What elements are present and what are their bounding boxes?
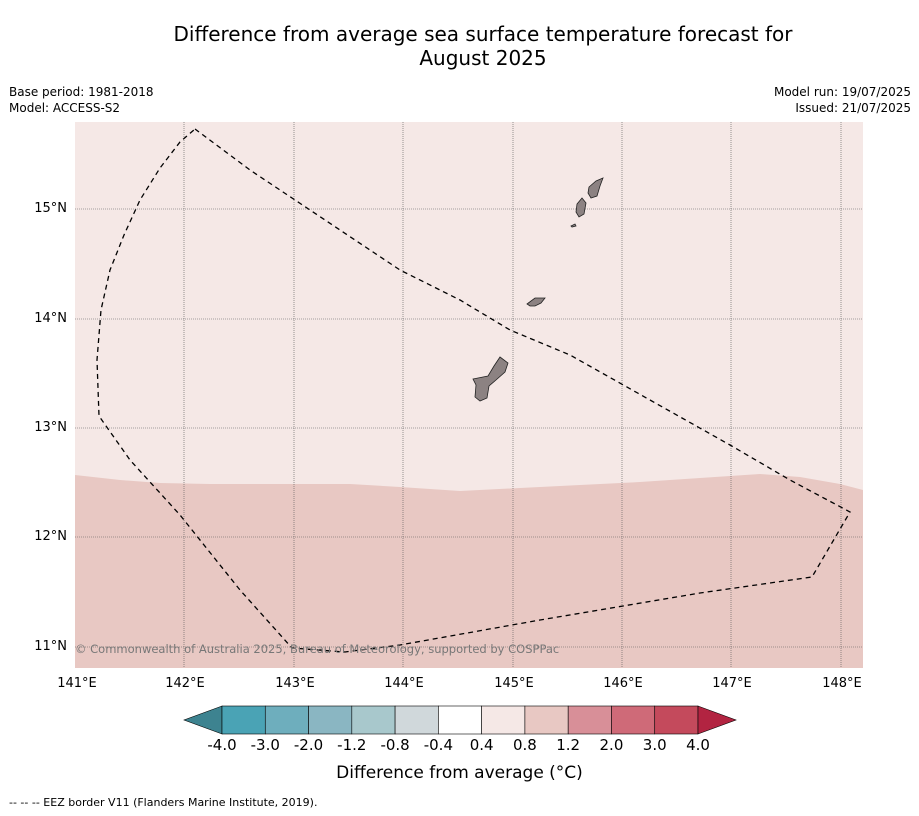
lon-label-146e: 146°E <box>603 676 643 691</box>
colorbar-tick-label: 2.0 <box>599 736 624 754</box>
colorbar-label: Difference from average (°C) <box>336 763 583 783</box>
eez-footnote: -- -- -- EEZ border V11 (Flanders Marine… <box>9 796 318 809</box>
colorbar-segment <box>351 705 396 735</box>
colorbar-tick-label: -1.2 <box>337 736 367 754</box>
issued-date: Issued: 21/07/2025 <box>795 101 911 115</box>
lon-label-144e: 144°E <box>384 676 424 691</box>
rota-island <box>526 297 546 307</box>
colorbar-extend-high <box>697 705 737 735</box>
title-line-1: Difference from average sea surface temp… <box>173 22 793 46</box>
colorbar-extend-low <box>183 705 223 735</box>
meta-right: Model run: 19/07/2025 Issued: 21/07/2025 <box>774 84 911 116</box>
colorbar-segment <box>481 705 526 735</box>
model-run: Model run: 19/07/2025 <box>773 85 911 99</box>
colorbar-segment <box>308 705 353 735</box>
aguijan-island <box>570 223 577 228</box>
colorbar-segment <box>221 705 266 735</box>
colorbar-segment <box>394 705 439 735</box>
model-name: Model: ACCESS-S2 <box>9 101 121 115</box>
colorbar-segment <box>524 705 569 735</box>
title-line-2: August 2025 <box>419 46 547 70</box>
lat-label-15n: 15°N <box>34 201 67 216</box>
copyright-notice: © Commonwealth of Australia 2025, Bureau… <box>75 642 560 656</box>
colorbar-tick-label: -3.0 <box>250 736 280 754</box>
colorbar-tick-label: 4.0 <box>686 736 710 754</box>
colorbar-segment <box>264 705 309 735</box>
colorbar-tick-label: -2.0 <box>293 736 324 754</box>
lon-label-148e: 148°E <box>822 676 862 691</box>
lon-label-142e: 142°E <box>165 676 205 691</box>
eez-border <box>96 128 851 653</box>
colorbar-segment <box>438 705 482 735</box>
gridlines <box>75 122 863 668</box>
colorbar-tick-label: 0.8 <box>512 736 537 754</box>
colorbar-segment <box>567 705 612 735</box>
lat-label-14n: 14°N <box>34 311 67 326</box>
islands <box>472 177 604 402</box>
lat-label-12n: 12°N <box>34 529 67 544</box>
lon-label-147e: 147°E <box>712 676 752 691</box>
tinian-island <box>575 197 587 218</box>
chart-title: Difference from average sea surface temp… <box>0 22 919 70</box>
guam-island <box>472 356 509 402</box>
lat-label-11n: 11°N <box>34 639 67 654</box>
colorbar <box>183 705 737 735</box>
base-period: Base period: 1981-2018 <box>9 85 154 99</box>
south-anomaly-region <box>75 474 863 668</box>
lon-label-145e: 145°E <box>494 676 534 691</box>
colorbar-segment <box>654 705 699 735</box>
colorbar-tick-label: -0.4 <box>423 736 453 754</box>
lon-label-143e: 143°E <box>275 676 315 691</box>
colorbar-tick-label: 3.0 <box>642 736 667 754</box>
meta-left: Base period: 1981-2018 Model: ACCESS-S2 <box>9 84 154 116</box>
lon-label-141e: 141°E <box>57 676 97 691</box>
colorbar-tick-label: 0.4 <box>469 736 494 754</box>
colorbar-tick-label: -0.8 <box>380 736 410 754</box>
colorbar-segment <box>611 705 656 735</box>
colorbar-tick-label: -4.0 <box>207 736 237 754</box>
lat-label-13n: 13°N <box>34 420 67 435</box>
saipan-island <box>587 177 604 199</box>
colorbar-tick-label: 1.2 <box>556 736 581 754</box>
